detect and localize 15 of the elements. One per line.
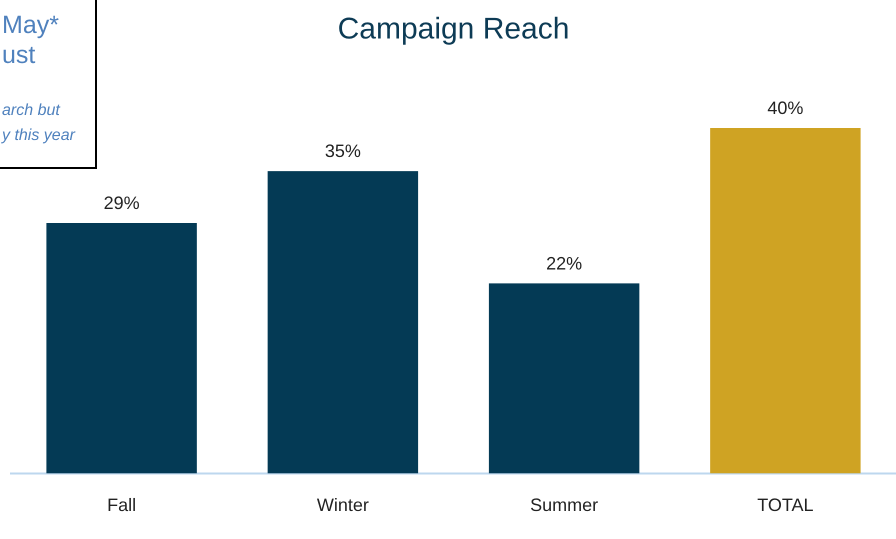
annotation: y this year: [2, 126, 76, 146]
x-tick-label: Winter: [316, 495, 369, 516]
bar: [268, 171, 418, 474]
data-label: 40%: [767, 98, 804, 118]
data-label: 35%: [324, 141, 361, 162]
bar: [710, 128, 861, 474]
note-box: May* ust arch but y this year: [0, 0, 97, 169]
chart-title: Campaign Reach: [338, 12, 570, 46]
x-tick-label: TOTAL: [757, 495, 814, 516]
x-tick-label: Summer: [530, 495, 598, 516]
data-label: 29%: [104, 192, 140, 213]
data-label: 22%: [546, 253, 582, 274]
bar: [488, 283, 640, 474]
x-tick-label: Fall: [107, 495, 136, 516]
bar: [46, 222, 197, 474]
